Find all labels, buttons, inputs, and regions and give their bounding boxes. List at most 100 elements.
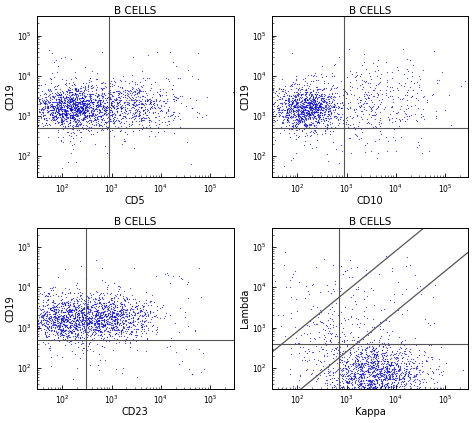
Point — [159, 85, 166, 92]
Point — [77, 82, 85, 89]
Point — [101, 106, 109, 113]
Point — [104, 303, 112, 310]
Point — [56, 321, 64, 328]
Point — [269, 92, 276, 99]
Point — [76, 313, 84, 320]
Point — [393, 360, 401, 367]
Point — [128, 119, 136, 126]
Point — [394, 87, 402, 93]
Point — [76, 111, 84, 118]
Point — [79, 115, 86, 122]
Point — [300, 141, 308, 148]
Point — [398, 381, 405, 388]
Point — [139, 87, 146, 94]
Point — [23, 332, 30, 338]
Point — [83, 331, 91, 338]
Point — [370, 344, 377, 351]
Point — [290, 96, 298, 103]
Point — [373, 384, 381, 390]
Point — [323, 381, 331, 388]
Point — [285, 96, 292, 102]
Point — [92, 311, 100, 318]
Point — [402, 366, 410, 373]
Point — [304, 96, 312, 103]
Point — [311, 387, 319, 394]
Point — [363, 389, 370, 396]
Point — [116, 300, 124, 307]
Point — [124, 105, 131, 112]
Point — [31, 105, 39, 112]
Point — [382, 372, 390, 379]
Point — [412, 370, 419, 377]
Point — [355, 379, 362, 385]
Point — [52, 115, 60, 122]
Point — [129, 127, 137, 134]
Point — [75, 316, 83, 322]
Point — [63, 111, 70, 118]
Point — [297, 104, 305, 111]
Point — [67, 312, 74, 319]
Point — [418, 87, 425, 93]
Point — [36, 302, 43, 309]
Point — [108, 126, 116, 133]
Point — [307, 132, 315, 138]
Point — [321, 326, 329, 333]
Point — [68, 96, 75, 102]
Point — [295, 384, 303, 390]
Point — [80, 99, 87, 106]
Point — [86, 94, 94, 101]
Point — [40, 109, 47, 116]
Point — [349, 114, 357, 121]
Point — [55, 119, 63, 126]
Point — [419, 66, 427, 73]
Point — [169, 58, 177, 65]
Point — [369, 347, 377, 354]
Point — [74, 86, 82, 93]
Point — [115, 286, 123, 293]
Point — [398, 383, 405, 390]
Point — [26, 98, 34, 104]
Point — [125, 88, 133, 95]
Point — [110, 316, 118, 323]
Point — [64, 314, 71, 321]
Point — [137, 105, 145, 112]
Point — [355, 376, 362, 383]
Point — [442, 360, 449, 366]
Point — [337, 287, 344, 294]
Point — [135, 313, 143, 320]
Point — [92, 257, 100, 264]
Point — [382, 368, 389, 374]
Point — [57, 317, 65, 324]
Point — [44, 104, 52, 111]
Point — [377, 120, 384, 127]
Point — [72, 99, 79, 105]
Point — [55, 314, 62, 321]
Point — [138, 323, 146, 330]
Point — [44, 103, 52, 110]
Point — [98, 322, 105, 329]
Point — [360, 91, 368, 98]
Point — [310, 128, 317, 135]
Point — [49, 292, 56, 299]
Point — [55, 320, 62, 327]
Point — [46, 86, 54, 93]
Point — [118, 115, 125, 122]
Point — [290, 107, 297, 114]
Point — [317, 104, 324, 110]
Point — [389, 86, 397, 93]
Point — [107, 294, 114, 301]
Point — [92, 311, 100, 318]
Point — [176, 305, 184, 312]
Point — [337, 366, 345, 373]
Point — [336, 379, 343, 385]
Point — [69, 95, 76, 102]
Point — [104, 328, 111, 335]
Point — [24, 329, 31, 336]
Point — [141, 115, 149, 122]
Point — [383, 357, 391, 364]
Point — [175, 328, 182, 335]
Point — [101, 118, 109, 125]
Point — [103, 333, 111, 340]
Point — [136, 112, 143, 119]
Point — [347, 375, 355, 382]
